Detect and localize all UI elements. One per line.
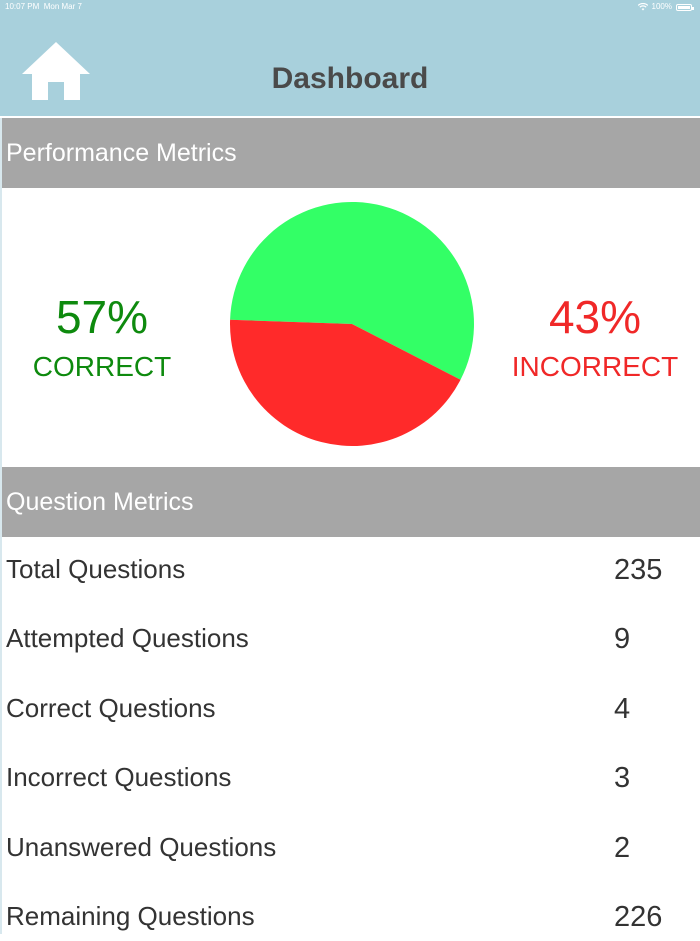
metric-row-total: Total Questions 235: [6, 554, 696, 594]
metric-value: 235: [614, 554, 663, 586]
metric-value: 3: [614, 762, 631, 794]
correct-percent: 57%: [55, 291, 149, 343]
metric-row-unanswered: Unanswered Questions 2: [6, 832, 696, 872]
metric-label: Correct Questions: [6, 693, 216, 723]
metric-value: 4: [614, 693, 631, 725]
metric-value: 226: [614, 901, 663, 933]
home-icon: [22, 42, 90, 100]
metric-value: 2: [614, 832, 631, 864]
battery-percent: 100%: [651, 2, 672, 11]
metric-row-attempted: Attempted Questions 9: [6, 623, 696, 663]
metric-value: 9: [614, 623, 631, 655]
metric-label: Unanswered Questions: [6, 832, 277, 862]
correct-label: CORRECT: [32, 351, 172, 382]
metric-row-remaining: Remaining Questions 226: [6, 901, 696, 941]
metric-label: Remaining Questions: [6, 901, 255, 931]
home-button[interactable]: [20, 40, 92, 102]
metric-row-incorrect: Incorrect Questions 3: [6, 762, 696, 802]
metric-row-correct: Correct Questions 4: [6, 693, 696, 733]
question-metrics-header: Question Metrics: [2, 467, 700, 537]
performance-metrics-header: Performance Metrics: [2, 118, 700, 188]
status-time: 10:07 PM: [5, 2, 40, 11]
pie-slice-incorrect: [230, 319, 461, 446]
status-bar: 10:07 PM Mon Mar 7 100%: [0, 0, 700, 14]
incorrect-label: INCORRECT: [511, 351, 679, 382]
performance-pie-chart: [230, 202, 474, 446]
wifi-icon: [637, 3, 648, 11]
nav-bar: Dashboard: [0, 14, 700, 116]
status-date: Mon Mar 7: [43, 2, 82, 11]
incorrect-percent: 43%: [548, 291, 642, 343]
metric-label: Incorrect Questions: [6, 762, 232, 792]
page-title: Dashboard: [271, 62, 429, 95]
metric-label: Attempted Questions: [6, 623, 249, 653]
left-edge: [0, 118, 2, 934]
nav-divider: [0, 116, 700, 118]
battery-icon: [676, 3, 694, 11]
pie-slice-correct: [230, 202, 474, 380]
metric-label: Total Questions: [6, 554, 186, 584]
